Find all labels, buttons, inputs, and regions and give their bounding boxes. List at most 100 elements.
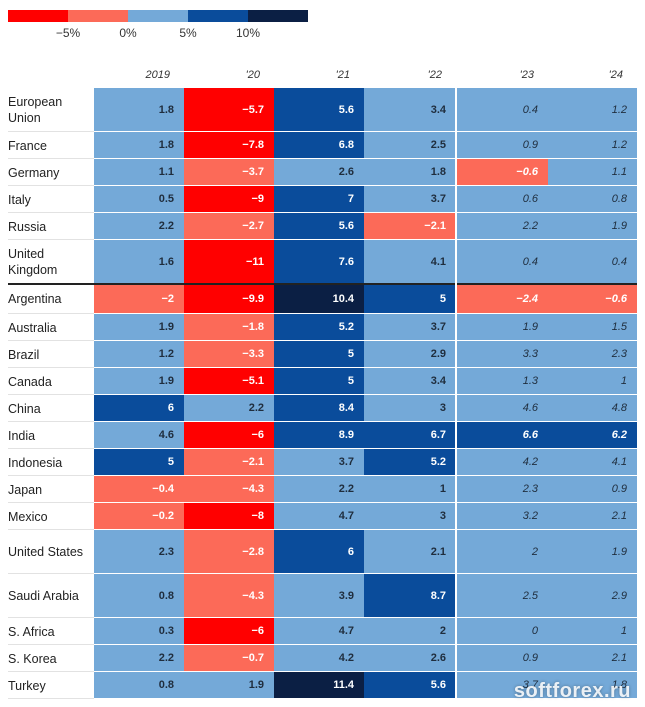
heatmap-cell: 1.2 [548,88,637,131]
year-label: 2019 [145,69,170,81]
row-divider [8,131,94,132]
heatmap-cell: 2.9 [364,341,456,367]
country-label: Australia [8,320,57,335]
legend-swatch [68,10,128,22]
table-row: Mexico −0.2 −8 4.7 3 3.2 2.1 [0,503,645,530]
heatmap-cell: 1.1 [94,159,184,185]
heatmap-cell: 4.1 [548,449,637,475]
legend-tick-label: 10% [235,26,261,40]
group-divider [8,283,637,285]
country-label: Germany [8,165,60,180]
country-label: India [8,428,36,443]
country-label: United Kingdom [8,247,58,277]
heatmap-cell: 1.9 [548,213,637,239]
heatmap-cell: −7.8 [184,132,274,158]
heatmap-cell: −0.2 [94,503,184,529]
year-label: '20 [245,69,260,81]
heatmap-cell: 1.5 [548,314,637,340]
heatmap-cell: 0.8 [94,672,184,698]
table-row: Italy 0.5 −9 7 3.7 0.6 0.8 [0,186,645,213]
heatmap-cell: −0.4 [94,476,184,502]
heatmap-cell: −0.6 [456,159,548,185]
heatmap-cell: 1.3 [456,368,548,394]
heatmap-cell: 1.9 [548,530,637,573]
heatmap-cell: 2.9 [548,574,637,617]
heatmap-cell: −4.3 [184,476,274,502]
heatmap-cell: −6 [184,618,274,644]
heatmap-cell: 1.9 [184,672,274,698]
heatmap-cell: −4.3 [184,574,274,617]
heatmap-cell: 4.2 [274,645,364,671]
country-label: Turkey [8,678,46,693]
legend-swatch [248,10,308,22]
heatmap-cell: −3.7 [184,159,274,185]
heatmap-cell: 1 [548,368,637,394]
heatmap-cell: 4.7 [274,618,364,644]
heatmap-cell: 3.7 [274,449,364,475]
table-row: Turkey 0.8 1.9 11.4 5.6 3.7 1.8 [0,672,645,699]
watermark: softforex.ru [513,680,631,702]
table-row: S. Korea 2.2 −0.7 4.2 2.6 0.9 2.1 [0,645,645,672]
table-row: Saudi Arabia 0.8 −4.3 3.9 8.7 2.5 2.9 [0,574,645,618]
country-label: Saudi Arabia [8,589,79,603]
heatmap-cell: −11 [184,240,274,283]
heatmap-cell: −5.7 [184,88,274,131]
country-label: Japan [8,482,43,497]
country-label: Brazil [8,347,40,362]
heatmap-cell: 0.4 [548,240,637,283]
heatmap-cell: 3.2 [456,503,548,529]
country-label: United States [8,545,84,559]
table-row: Russia 2.2 −2.7 5.6 −2.1 2.2 1.9 [0,213,645,240]
heatmap-cell: 3.3 [456,341,548,367]
heatmap-cell: 5 [274,368,364,394]
country-label: Mexico [8,509,48,524]
year-label: '23 [519,69,534,81]
row-divider [8,475,94,476]
table-row: India 4.6 −6 8.9 6.7 6.6 6.2 [0,422,645,449]
heatmap-cell: −6 [184,422,274,448]
row-divider [8,644,94,645]
heatmap-cell: 3.7 [456,672,548,698]
heatmap-cell: 2.6 [274,159,364,185]
country-label: S. Korea [8,651,57,666]
heatmap-cell: 1.9 [94,368,184,394]
heatmap-cell: 2.3 [94,530,184,573]
legend-swatch [8,10,68,22]
row-divider [8,502,94,503]
heatmap-cell: 3.4 [364,368,456,394]
row-divider [8,573,94,574]
heatmap-cell: 0.9 [548,476,637,502]
heatmap-cell: 2.5 [456,574,548,617]
heatmap-cell: 5 [94,449,184,475]
table-row: France 1.8 −7.8 6.8 2.5 0.9 1.2 [0,132,645,159]
heatmap-cell: 6.8 [274,132,364,158]
legend-tick-label: −5% [55,26,81,40]
heatmap-cell: −2.1 [184,449,274,475]
legend-swatch [188,10,248,22]
heatmap-cell: 5 [274,341,364,367]
heatmap-cell: 6.2 [548,422,637,448]
heatmap-cell: 0.3 [94,618,184,644]
row-divider [8,698,94,699]
heatmap-cell: 10.4 [274,284,364,313]
heatmap-cell: −9 [184,186,274,212]
heatmap-cell: 3.9 [274,574,364,617]
heatmap-cell: 2.3 [548,341,637,367]
country-label: Canada [8,374,52,389]
heatmap-cell: 1.8 [364,159,456,185]
row-divider [8,239,94,240]
country-label: Argentina [8,292,62,306]
row-divider [8,529,94,530]
legend-swatch [128,10,188,22]
heatmap-cell: 3.7 [364,186,456,212]
heatmap-cell: 1.9 [94,314,184,340]
heatmap-cell: 7 [274,186,364,212]
table-row: Argentina −2 −9.9 10.4 5 −2.4 −0.6 [0,284,645,314]
heatmap-cell: 4.7 [274,503,364,529]
table-row: Brazil 1.2 −3.3 5 2.9 3.3 2.3 [0,341,645,368]
heatmap-cell: 1 [364,476,456,502]
heatmap-cell: 2.2 [184,395,274,421]
heatmap-cell: 1.2 [94,341,184,367]
heatmap-cell: 2 [456,530,548,573]
heatmap-cell: 2.1 [548,645,637,671]
